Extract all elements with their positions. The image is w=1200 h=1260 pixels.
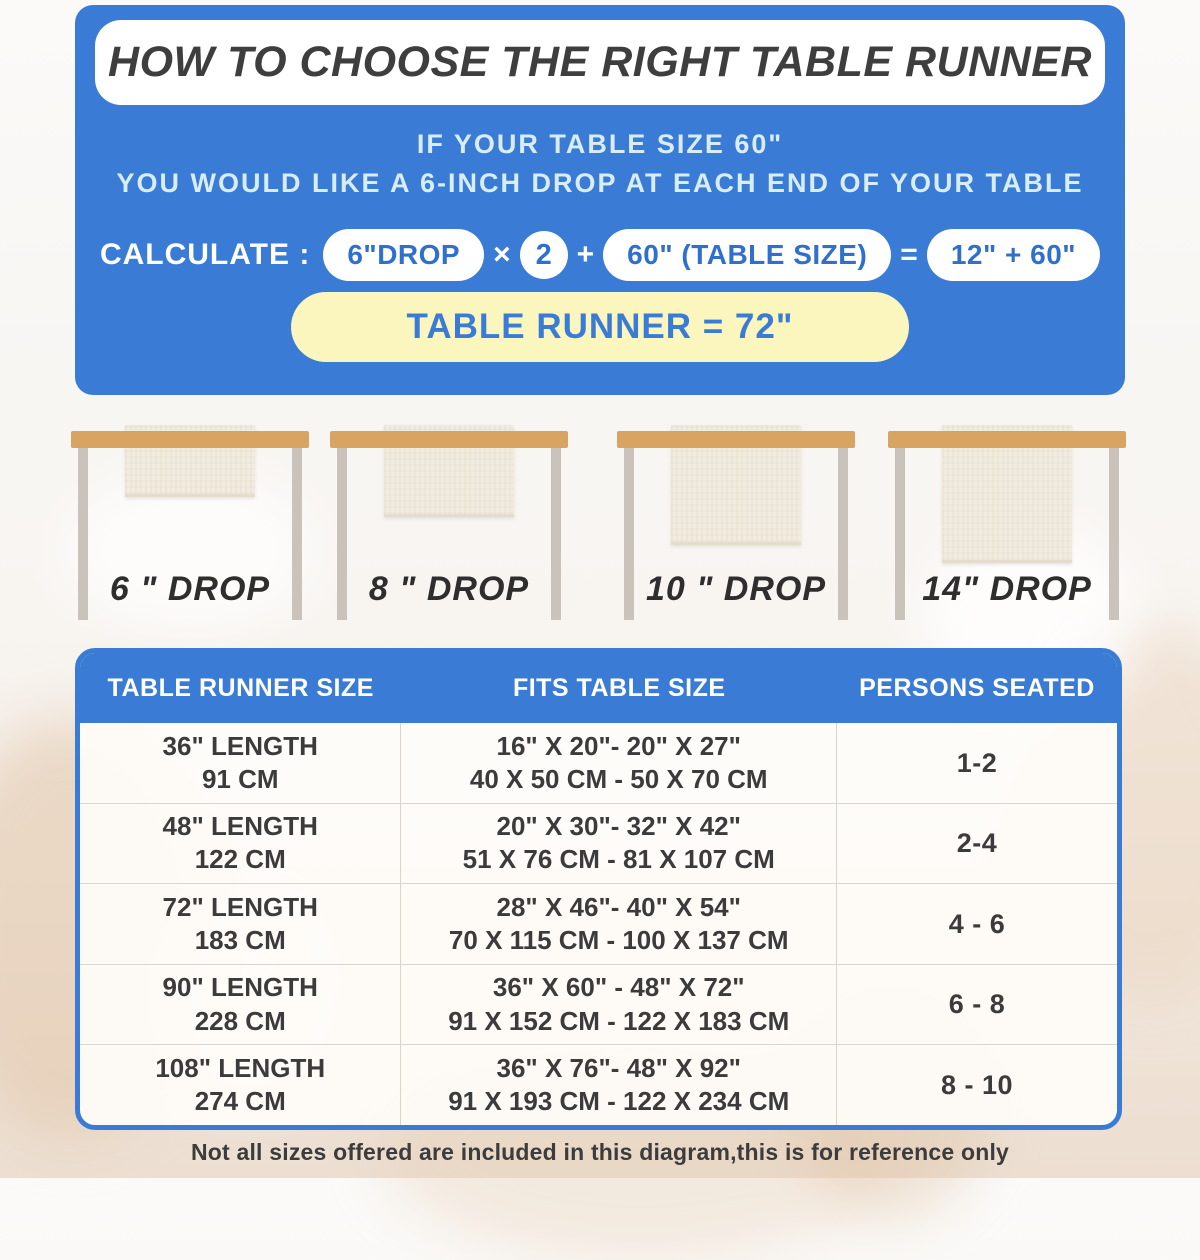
table-leg [337, 448, 347, 620]
length-cm: 183 CM [194, 924, 286, 955]
header-fits-table-size: FITS TABLE SIZE [512, 673, 726, 702]
runner-size-cell: 36" LENGTH 91 CM [80, 723, 402, 803]
drop-figure-10in: 10 " DROP [617, 418, 855, 628]
result-pill: TABLE RUNNER = 72" [291, 292, 909, 362]
tabletop-illustration [71, 431, 309, 448]
table-row: 48" LENGTH 122 CM 20" X 30"- 32" X 42" 5… [80, 802, 1117, 884]
runner-size-cell: 72" LENGTH 183 CM [80, 884, 402, 964]
runner-size-cell: 90" LENGTH 228 CM [80, 964, 402, 1045]
fits-size-cell: 28" X 46"- 40" X 54" 70 X 115 CM - 100 X… [401, 884, 837, 964]
persons-count: 1-2 [956, 747, 998, 778]
fits-cm: 51 X 76 CM - 81 X 107 CM [462, 844, 775, 875]
persons-count: 2-4 [956, 828, 998, 859]
fits-cm: 91 X 193 CM - 122 X 234 CM [448, 1086, 790, 1117]
size-reference-table: TABLE RUNNER SIZE FITS TABLE SIZE PERSON… [75, 648, 1122, 1130]
fits-inches: 36" X 76"- 48" X 92" [496, 1052, 741, 1083]
table-leg [838, 448, 848, 620]
table-leg [292, 448, 302, 620]
header-persons-seated: PERSONS SEATED [859, 673, 1095, 702]
drop-label: 8 " DROP [368, 570, 530, 608]
fits-cm: 40 X 50 CM - 50 X 70 CM [469, 763, 768, 794]
length-inches: 48" LENGTH [162, 811, 318, 842]
drop-value-pill: 6"DROP [323, 229, 485, 281]
persons-count: 6 - 8 [948, 989, 1006, 1020]
fits-inches: 28" X 46"- 40" X 54" [496, 891, 741, 922]
subtitle-line-2: YOU WOULD LIKE A 6-INCH DROP AT EACH END… [116, 168, 1084, 198]
runner-size-cell: 48" LENGTH 122 CM [80, 803, 402, 884]
title-box: HOW TO CHOOSE THE RIGHT TABLE RUNNER [95, 20, 1105, 105]
fits-inches: 36" X 60" - 48" X 72" [492, 972, 745, 1003]
length-cm: 228 CM [194, 1005, 286, 1036]
drop-figure-14in: 14" DROP [888, 418, 1126, 628]
header-runner-size: TABLE RUNNER SIZE [107, 673, 374, 702]
persons-cell: 8 - 10 [837, 1045, 1117, 1125]
table-size-pill: 60" (TABLE SIZE) [603, 229, 892, 281]
tabletop-illustration [617, 431, 855, 448]
persons-count: 8 - 10 [940, 1069, 1014, 1100]
fits-cm: 91 X 152 CM - 122 X 183 CM [448, 1005, 790, 1036]
fits-inches: 20" X 30"- 32" X 42" [496, 811, 741, 842]
persons-cell: 2-4 [837, 804, 1117, 884]
drop-label: 6 " DROP [109, 570, 271, 608]
calculate-label: CALCULATE : [99, 238, 311, 271]
length-inches: 108" LENGTH [155, 1052, 326, 1083]
table-header-row: TABLE RUNNER SIZE FITS TABLE SIZE PERSON… [80, 653, 1117, 723]
table-leg [78, 448, 88, 620]
persons-count: 4 - 6 [948, 908, 1006, 939]
calculation-row: CALCULATE : 6"DROP × 2 + 60" (TABLE SIZE… [75, 229, 1125, 281]
table-row: 36" LENGTH 91 CM 16" X 20"- 20" X 27" 40… [80, 723, 1117, 803]
disclaimer-footnote: Not all sizes offered are included in th… [190, 1139, 1010, 1165]
length-cm: 274 CM [194, 1086, 286, 1117]
equals-operator: = [900, 238, 918, 271]
subtitle-line-1: IF YOUR TABLE SIZE 60" [416, 129, 784, 159]
fits-size-cell: 20" X 30"- 32" X 42" 51 X 76 CM - 81 X 1… [401, 803, 837, 884]
times-operator: × [493, 238, 511, 271]
runner-size-cell: 108" LENGTH 274 CM [80, 1045, 402, 1125]
fits-size-cell: 36" X 76"- 48" X 92" 91 X 193 CM - 122 X… [401, 1045, 837, 1125]
drop-label: 10 " DROP [645, 570, 827, 608]
persons-cell: 6 - 8 [837, 965, 1117, 1045]
table-body: 36" LENGTH 91 CM 16" X 20"- 20" X 27" 40… [80, 723, 1117, 1125]
fits-size-cell: 16" X 20"- 20" X 27" 40 X 50 CM - 50 X 7… [401, 723, 837, 803]
fits-size-cell: 36" X 60" - 48" X 72" 91 X 152 CM - 122 … [401, 964, 837, 1045]
table-row: 90" LENGTH 228 CM 36" X 60" - 48" X 72" … [80, 963, 1117, 1045]
table-row: 72" LENGTH 183 CM 28" X 46"- 40" X 54" 7… [80, 883, 1117, 964]
drop-figure-6in: 6 " DROP [71, 418, 309, 628]
tabletop-illustration [330, 431, 568, 448]
drop-figure-8in: 8 " DROP [330, 418, 568, 628]
table-leg [551, 448, 561, 620]
drop-illustrations: 6 " DROP 8 " DROP 10 " DROP 14" DROP [0, 418, 1200, 648]
length-cm: 91 CM [201, 763, 279, 794]
table-leg [895, 448, 905, 620]
plus-operator: + [576, 238, 595, 271]
multiplier-circle: 2 [519, 231, 568, 279]
persons-cell: 1-2 [837, 723, 1117, 803]
table-leg [1109, 448, 1119, 620]
fits-inches: 16" X 20"- 20" X 27" [496, 730, 741, 761]
fits-cm: 70 X 115 CM - 100 X 137 CM [448, 924, 789, 955]
table-leg [624, 448, 634, 620]
table-row: 108" LENGTH 274 CM 36" X 76"- 48" X 92" … [80, 1044, 1117, 1125]
page-title: HOW TO CHOOSE THE RIGHT TABLE RUNNER [108, 38, 1092, 86]
sum-pill: 12" + 60" [926, 229, 1101, 281]
length-inches: 90" LENGTH [162, 972, 318, 1003]
persons-cell: 4 - 6 [837, 884, 1117, 964]
drop-label: 14" DROP [922, 570, 1092, 608]
length-inches: 72" LENGTH [162, 891, 318, 922]
length-cm: 122 CM [194, 844, 286, 875]
length-inches: 36" LENGTH [162, 730, 318, 761]
tabletop-illustration [888, 431, 1126, 448]
hero-panel: HOW TO CHOOSE THE RIGHT TABLE RUNNER IF … [75, 5, 1125, 395]
